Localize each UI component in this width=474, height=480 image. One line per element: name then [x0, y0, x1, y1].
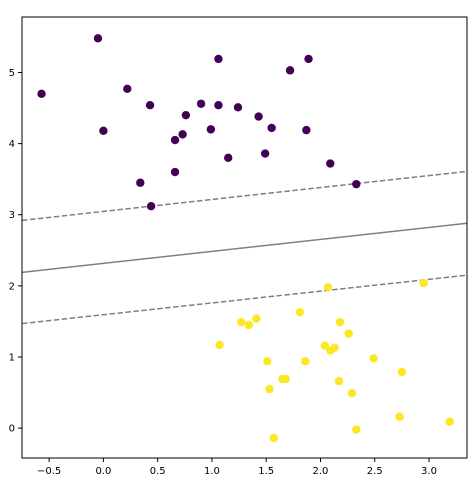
- data-point-class-0: [170, 135, 180, 145]
- data-point-class-1: [244, 320, 254, 330]
- data-point-class-0: [181, 110, 191, 120]
- data-point-class-1: [395, 412, 404, 421]
- data-point-class-1: [369, 354, 378, 363]
- data-point-class-1: [419, 278, 428, 288]
- data-point-class-0: [254, 112, 263, 121]
- data-point-class-1: [347, 389, 357, 398]
- decision-boundary-line: [21, 222, 468, 274]
- data-point-class-0: [233, 103, 243, 112]
- data-point-class-0: [93, 34, 103, 43]
- data-point-class-0: [37, 89, 46, 99]
- margin-line-2: [21, 274, 468, 325]
- data-point-class-1: [269, 433, 279, 443]
- data-point-class-0: [170, 167, 180, 177]
- data-point-class-1: [352, 425, 361, 434]
- data-point-class-1: [301, 357, 310, 366]
- data-point-class-0: [326, 159, 335, 168]
- x-axis: −0.5 0.0 0.5 1.0 1.5 2.0 2.5 3.0: [37, 458, 437, 477]
- data-point-class-1: [281, 374, 290, 384]
- data-point-class-0: [136, 178, 145, 187]
- x-tick-label: 3.0: [421, 466, 437, 477]
- data-point-class-1: [237, 317, 246, 327]
- data-point-class-1: [445, 417, 454, 426]
- y-tick-label: 4: [9, 139, 15, 150]
- data-point-class-1: [323, 283, 333, 292]
- data-point-class-0: [285, 66, 295, 75]
- data-point-class-1: [320, 341, 330, 350]
- data-point-class-0: [178, 130, 187, 139]
- data-point-class-1: [326, 346, 335, 355]
- data-point-class-1: [265, 384, 274, 394]
- data-point-class-1: [335, 317, 345, 327]
- x-tick-label: 0.5: [150, 466, 166, 477]
- data-point-class-0: [206, 125, 216, 134]
- x-tick-label: −0.5: [37, 466, 61, 477]
- data-point-class-0: [145, 101, 155, 110]
- data-point-class-1: [263, 357, 272, 366]
- y-tick-label: 3: [9, 210, 15, 221]
- x-tick-label: 2.0: [313, 466, 329, 477]
- y-tick-label: 5: [9, 68, 15, 79]
- decision-lines: [21, 170, 468, 325]
- x-tick-label: 2.5: [367, 466, 383, 477]
- data-point-class-0: [123, 84, 132, 94]
- data-point-class-0: [267, 123, 276, 133]
- data-point-class-1: [215, 340, 224, 350]
- data-point-class-0: [146, 202, 156, 211]
- data-point-class-1: [252, 314, 261, 323]
- data-point-class-0: [260, 149, 270, 158]
- x-tick-label: 1.5: [258, 466, 274, 477]
- data-point-class-0: [196, 99, 206, 108]
- data-point-class-0: [214, 54, 223, 64]
- y-tick-label: 2: [9, 281, 15, 292]
- x-tick-label: 0.0: [95, 466, 111, 477]
- data-point-class-0: [302, 125, 311, 135]
- data-point-class-1: [334, 376, 344, 386]
- x-tick-label: 1.0: [204, 466, 220, 477]
- y-axis: 0 1 2 3 4 5: [9, 68, 22, 435]
- data-point-class-1: [344, 329, 353, 338]
- data-point-class-0: [99, 126, 108, 136]
- plot-frame: [21, 16, 468, 459]
- data-point-class-0: [214, 101, 223, 110]
- data-point-class-0: [224, 153, 233, 163]
- data-point-class-1: [295, 307, 305, 317]
- margin-line-1: [21, 170, 468, 222]
- data-point-class-0: [304, 54, 313, 64]
- data-point-class-0: [352, 179, 361, 189]
- y-tick-label: 0: [9, 424, 15, 435]
- y-tick-label: 1: [9, 352, 15, 363]
- scatter-points: [37, 34, 454, 443]
- data-point-class-1: [397, 367, 407, 377]
